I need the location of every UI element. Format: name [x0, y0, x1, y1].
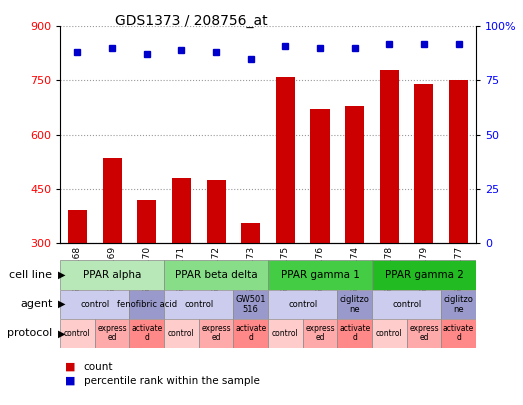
Bar	[303, 319, 337, 348]
Bar	[241, 223, 260, 352]
Text: PPAR beta delta: PPAR beta delta	[175, 270, 257, 280]
Bar	[199, 319, 233, 348]
Bar	[337, 290, 372, 319]
Bar	[137, 200, 156, 352]
Bar	[164, 290, 233, 319]
Bar	[172, 178, 191, 352]
Bar	[380, 70, 399, 352]
Text: control: control	[80, 300, 109, 309]
Bar	[372, 260, 476, 290]
Text: express
ed: express ed	[97, 324, 127, 342]
Text: activate
d: activate d	[235, 324, 266, 342]
Bar	[407, 319, 441, 348]
Text: control: control	[64, 329, 91, 338]
Text: activate
d: activate d	[131, 324, 163, 342]
Bar	[311, 109, 329, 352]
Text: count: count	[84, 362, 113, 371]
Text: control: control	[168, 329, 195, 338]
Bar	[129, 290, 164, 319]
Bar	[68, 211, 87, 352]
Bar	[441, 290, 476, 319]
Text: ciglitzo
ne: ciglitzo ne	[444, 295, 473, 313]
Text: control: control	[272, 329, 299, 338]
Text: ▶: ▶	[58, 299, 65, 309]
Bar	[414, 84, 434, 352]
Bar	[337, 319, 372, 348]
Text: GDS1373 / 208756_at: GDS1373 / 208756_at	[115, 14, 268, 28]
Bar	[60, 319, 95, 348]
Bar	[268, 290, 337, 319]
Bar	[268, 260, 372, 290]
Text: activate
d: activate d	[443, 324, 474, 342]
Text: control: control	[376, 329, 403, 338]
Text: PPAR gamma 2: PPAR gamma 2	[384, 270, 463, 280]
Text: protocol: protocol	[7, 328, 52, 338]
Text: activate
d: activate d	[339, 324, 370, 342]
Text: ▶: ▶	[58, 270, 65, 280]
Text: ciglitzo
ne: ciglitzo ne	[340, 295, 370, 313]
Text: PPAR gamma 1: PPAR gamma 1	[280, 270, 359, 280]
Bar	[164, 260, 268, 290]
Bar	[164, 319, 199, 348]
Text: express
ed: express ed	[305, 324, 335, 342]
Text: percentile rank within the sample: percentile rank within the sample	[84, 376, 259, 386]
Text: control: control	[392, 300, 421, 309]
Bar	[103, 158, 122, 352]
Text: ■: ■	[65, 362, 76, 371]
Bar	[441, 319, 476, 348]
Bar	[372, 290, 441, 319]
Bar	[233, 319, 268, 348]
Bar	[233, 290, 268, 319]
Bar	[129, 319, 164, 348]
Bar	[60, 290, 129, 319]
Bar	[268, 319, 303, 348]
Text: GW501
516: GW501 516	[235, 295, 266, 313]
Text: express
ed: express ed	[409, 324, 439, 342]
Text: control: control	[288, 300, 317, 309]
Text: ▶: ▶	[58, 328, 65, 338]
Bar	[276, 77, 295, 352]
Text: PPAR alpha: PPAR alpha	[83, 270, 141, 280]
Bar	[95, 319, 129, 348]
Text: cell line: cell line	[9, 270, 52, 280]
Bar	[207, 180, 225, 352]
Bar	[60, 260, 164, 290]
Text: control: control	[184, 300, 213, 309]
Text: agent: agent	[20, 299, 52, 309]
Bar	[372, 319, 407, 348]
Bar	[449, 81, 468, 352]
Text: fenofibric acid: fenofibric acid	[117, 300, 177, 309]
Text: express
ed: express ed	[201, 324, 231, 342]
Bar	[345, 106, 364, 352]
Text: ■: ■	[65, 376, 76, 386]
